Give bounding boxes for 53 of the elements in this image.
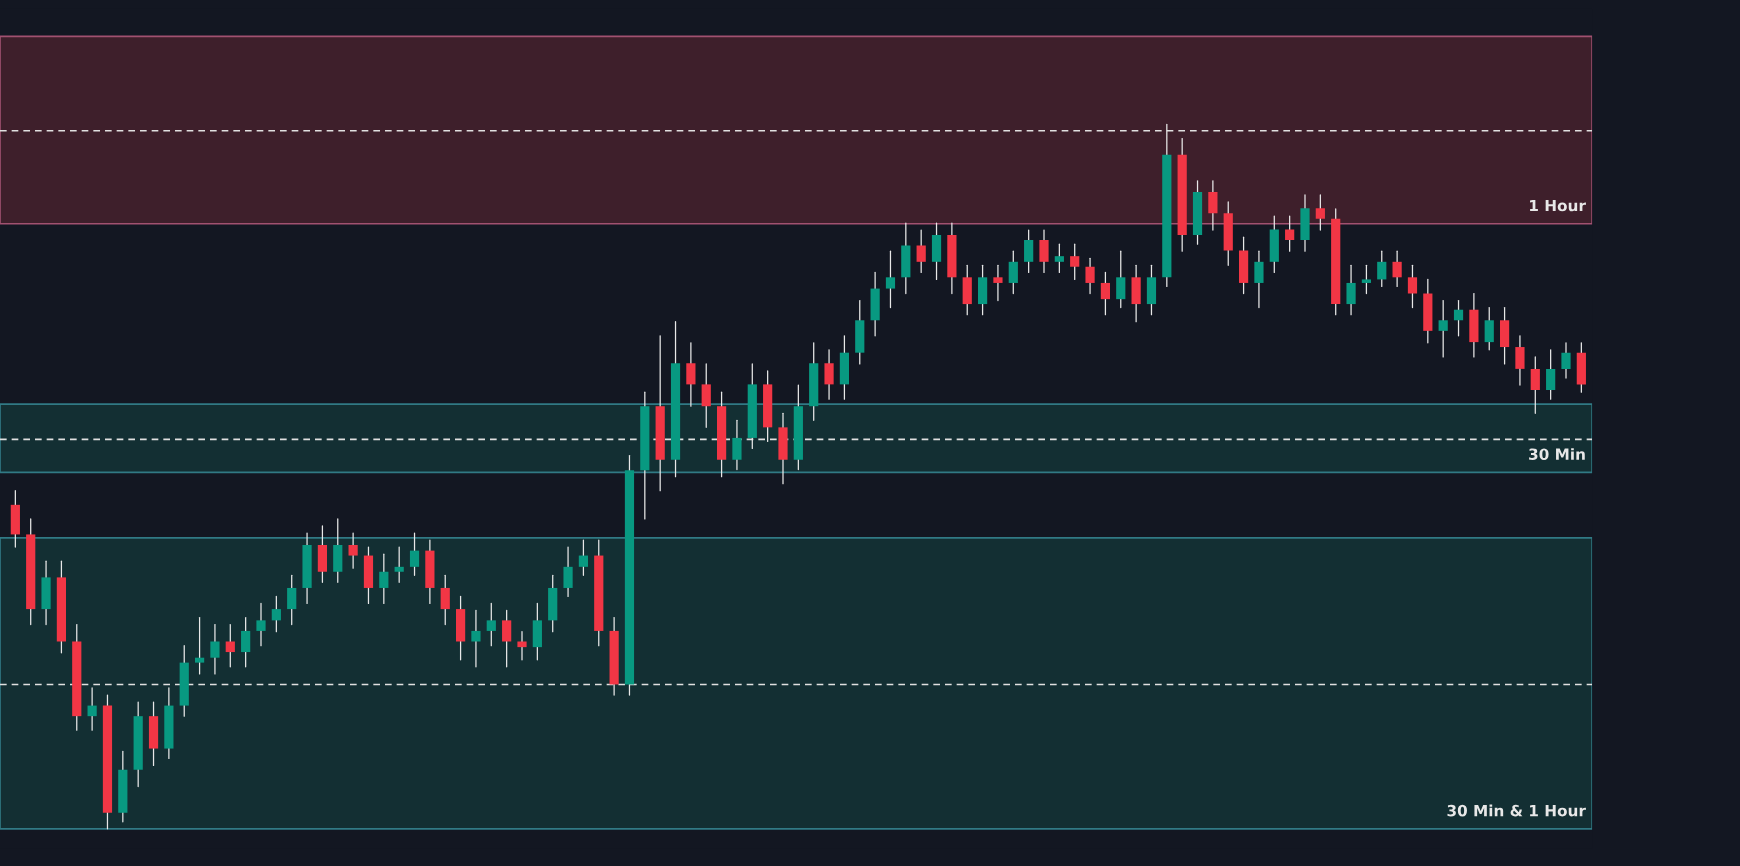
- candlestick: [241, 616, 251, 668]
- band-label: 1 Hour: [1530, 199, 1586, 212]
- candlestick: [256, 602, 266, 647]
- candlestick: [1453, 299, 1464, 337]
- candlestick: [1315, 194, 1325, 231]
- candlestick: [1484, 306, 1494, 351]
- candlestick: [394, 546, 404, 583]
- candlestick: [409, 532, 420, 576]
- candlestick: [379, 553, 389, 605]
- candlestick: [517, 631, 527, 661]
- candlestick: [1054, 243, 1064, 274]
- candlestick: [225, 623, 235, 668]
- candlestick: [1515, 335, 1525, 386]
- candlestick: [732, 419, 742, 471]
- candlestick: [824, 349, 834, 400]
- candlestick: [686, 342, 696, 407]
- candlestick: [1346, 264, 1356, 316]
- candlestick: [1024, 229, 1034, 274]
- candlestick: [1407, 264, 1418, 309]
- candlestick: [1039, 229, 1049, 274]
- candlestick: [271, 595, 281, 633]
- candlestick: [486, 602, 496, 647]
- band-label: 30 Min & 1 Hour: [1447, 804, 1586, 817]
- band-label: 30 Min: [1529, 448, 1585, 460]
- candlestick: [348, 532, 358, 569]
- candlestick: [1361, 264, 1372, 295]
- candlestick: [87, 687, 97, 731]
- candlestick: [1530, 356, 1540, 414]
- candlestick: [1085, 257, 1095, 295]
- candlestick: [1285, 215, 1295, 252]
- candlestick: [1254, 250, 1264, 309]
- candlestick: [916, 229, 926, 274]
- candlestick: [1208, 180, 1218, 231]
- candlestick: [1561, 342, 1571, 379]
- candlestick: [1008, 250, 1018, 295]
- candlestick: [1438, 299, 1448, 358]
- candlestick: [1392, 250, 1402, 288]
- candlestick: [1377, 250, 1387, 288]
- candlestick: [287, 574, 297, 626]
- candlestick: [502, 609, 512, 668]
- candlestick: [1070, 243, 1080, 281]
- candlestick: [578, 539, 589, 576]
- candlestick: [1116, 250, 1126, 309]
- candlestick: [440, 574, 450, 626]
- candlestick: [194, 616, 205, 675]
- candlestick: [210, 623, 220, 675]
- candlestick: [1100, 271, 1111, 316]
- candlestick: [563, 546, 573, 598]
- candlestick: [701, 363, 711, 428]
- candlestick: [1546, 349, 1556, 400]
- candlestick: [885, 250, 896, 309]
- candlestick: [993, 264, 1003, 302]
- candlestick: [471, 609, 481, 668]
